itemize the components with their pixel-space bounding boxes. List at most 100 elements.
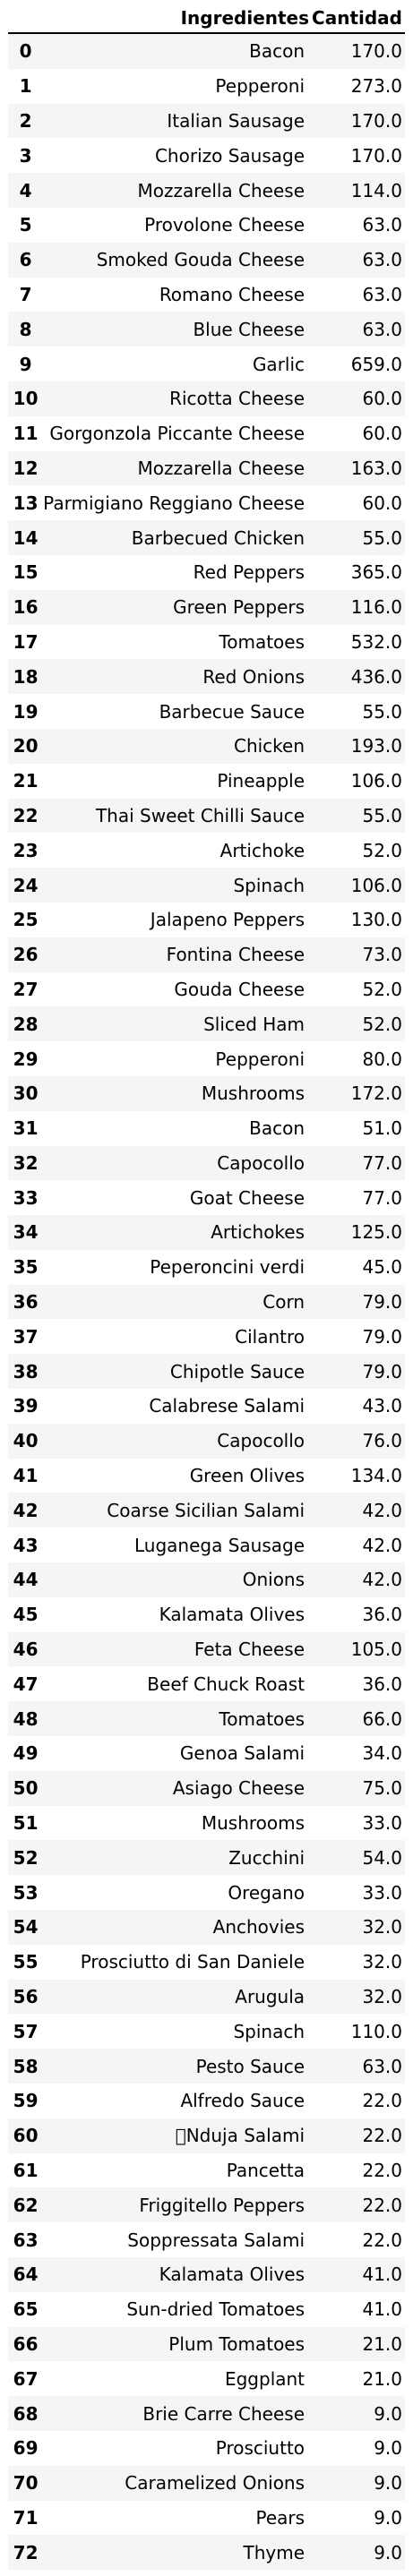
cell-ingrediente: Calabrese Salami: [149, 1395, 305, 1417]
cell-ingrediente: Italian Sausage: [167, 109, 305, 132]
cell-ingrediente: Gouda Cheese: [174, 978, 305, 1000]
cell-cantidad: 114.0: [350, 179, 402, 201]
table-header: Ingredientes Cantidad: [8, 4, 405, 34]
cell-cantidad: 116.0: [350, 596, 402, 619]
cell-cantidad: 9.0: [374, 2541, 402, 2563]
row-index: 31: [13, 1117, 39, 1140]
cell-ingrediente: Kalamata Olives: [159, 2264, 305, 2286]
table-row: 37 Cilantro 79.0: [8, 1319, 405, 1354]
row-index: 0: [19, 40, 32, 63]
cell-cantidad: 33.0: [362, 1881, 402, 1904]
table-row: 66 Plum Tomatoes 21.0: [8, 2326, 405, 2362]
cell-ingrediente: Ricotta Cheese: [169, 388, 305, 410]
cell-ingrediente: Mozzarella Cheese: [137, 457, 305, 479]
cell-ingrediente: Zucchini: [228, 1846, 305, 1869]
row-index: 63: [13, 2229, 39, 2251]
cell-cantidad: 77.0: [362, 1151, 402, 1174]
table-row: 59 Alfredo Sauce 22.0: [8, 2084, 405, 2118]
cell-cantidad: 60.0: [362, 492, 402, 514]
row-index: 61: [13, 2160, 39, 2181]
table-row: 51 Mushrooms 33.0: [8, 1806, 405, 1841]
cell-ingrediente: Romano Cheese: [159, 283, 305, 305]
cell-cantidad: 22.0: [362, 2194, 402, 2216]
row-index: 55: [13, 1951, 39, 1973]
row-index: 71: [13, 2506, 39, 2529]
cell-cantidad: 54.0: [362, 1846, 402, 1869]
table-row: 35 Peperoncini verdi 45.0: [8, 1250, 405, 1285]
cell-cantidad: 42.0: [362, 1534, 402, 1556]
cell-cantidad: 106.0: [350, 770, 402, 792]
cell-cantidad: 130.0: [350, 909, 402, 931]
table-row: 23 Artichoke 52.0: [8, 833, 405, 868]
row-index: 64: [13, 2264, 39, 2286]
cell-ingrediente: Arugula: [235, 1986, 305, 2008]
cell-cantidad: 365.0: [350, 561, 402, 584]
table-row: 71 Pears 9.0: [8, 2501, 405, 2536]
row-index: 21: [13, 770, 39, 792]
table-row: 31 Bacon 51.0: [8, 1111, 405, 1146]
table-row: 7 Romano Cheese 63.0: [8, 278, 405, 312]
table-row: 19 Barbecue Sauce 55.0: [8, 694, 405, 729]
cell-ingrediente: Sun-dried Tomatoes: [126, 2298, 305, 2321]
row-index: 19: [13, 700, 39, 723]
cell-ingrediente: Luganega Sausage: [134, 1534, 305, 1556]
cell-cantidad: 21.0: [362, 2332, 402, 2355]
row-index: 28: [13, 1013, 39, 1035]
row-index: 17: [13, 630, 39, 653]
table-row: 13 Parmigiano Reggiano Cheese 60.0: [8, 485, 405, 520]
cell-cantidad: 659.0: [350, 353, 402, 375]
cell-ingrediente: Genoa Salami: [179, 1742, 305, 1765]
row-index: 1: [19, 75, 32, 98]
row-index: 37: [13, 1325, 39, 1348]
column-header-cantidad: Cantidad: [312, 4, 405, 34]
table-row: 20 Chicken 193.0: [8, 728, 405, 764]
row-index: 33: [13, 1186, 39, 1209]
table-row: 30 Mushrooms 172.0: [8, 1075, 405, 1111]
cell-ingrediente: Friggitello Peppers: [139, 2194, 305, 2216]
table-row: 63 Soppressata Salami 22.0: [8, 2222, 405, 2257]
row-index: 49: [13, 1742, 39, 1765]
cell-cantidad: 55.0: [362, 700, 402, 723]
cell-cantidad: 106.0: [350, 874, 402, 896]
cell-ingrediente: Coarse Sicilian Salami: [107, 1499, 305, 1521]
table-row: 36 Corn 79.0: [8, 1284, 405, 1320]
table-row: 26 Fontina Cheese 73.0: [8, 937, 405, 972]
row-index: 53: [13, 1881, 39, 1904]
row-index: 14: [13, 526, 39, 549]
cell-cantidad: 75.0: [362, 1777, 402, 1800]
cell-ingrediente: Brie Carre Cheese: [142, 2402, 305, 2425]
row-index: 62: [13, 2194, 39, 2216]
cell-cantidad: 79.0: [362, 1360, 402, 1382]
table-row: 55 Prosciutto di San Daniele 32.0: [8, 1945, 405, 1980]
row-index: 66: [13, 2332, 39, 2355]
column-header-ingredientes: Ingredientes: [43, 4, 313, 34]
table-row: 8 Blue Cheese 63.0: [8, 312, 405, 347]
cell-ingrediente: Parmigiano Reggiano Cheese: [43, 492, 305, 514]
row-index: 9: [19, 353, 32, 375]
cell-ingrediente: Soppressata Salami: [127, 2229, 305, 2251]
cell-ingrediente: Alfredo Sauce: [180, 2090, 305, 2112]
cell-cantidad: 21.0: [362, 2367, 402, 2390]
row-index: 25: [13, 909, 39, 931]
table-row: 15 Red Peppers 365.0: [8, 555, 405, 590]
cell-ingrediente: Blue Cheese: [193, 318, 305, 340]
row-index: 51: [13, 1812, 39, 1835]
table-row: 3 Chorizo Sausage 170.0: [8, 138, 405, 173]
cell-ingrediente: Green Peppers: [173, 596, 305, 619]
table-row: 9 Garlic 659.0: [8, 347, 405, 381]
row-index: 54: [13, 1916, 39, 1938]
cell-ingrediente: Thai Sweet Chilli Sauce: [95, 804, 305, 826]
cell-cantidad: 79.0: [362, 1291, 402, 1314]
cell-ingrediente: Artichokes: [211, 1221, 305, 1244]
row-index: 39: [13, 1395, 39, 1417]
cell-cantidad: 73.0: [362, 944, 402, 966]
table-row: 12 Mozzarella Cheese 163.0: [8, 450, 405, 486]
cell-cantidad: 22.0: [362, 2125, 402, 2147]
cell-ingrediente: Kalamata Olives: [159, 1604, 305, 1626]
table-row: 0 Bacon 170.0: [8, 33, 405, 69]
row-index: 4: [19, 179, 32, 201]
table-row: 69 Prosciutto 9.0: [8, 2431, 405, 2466]
cell-cantidad: 55.0: [362, 804, 402, 826]
cell-cantidad: 60.0: [362, 388, 402, 410]
